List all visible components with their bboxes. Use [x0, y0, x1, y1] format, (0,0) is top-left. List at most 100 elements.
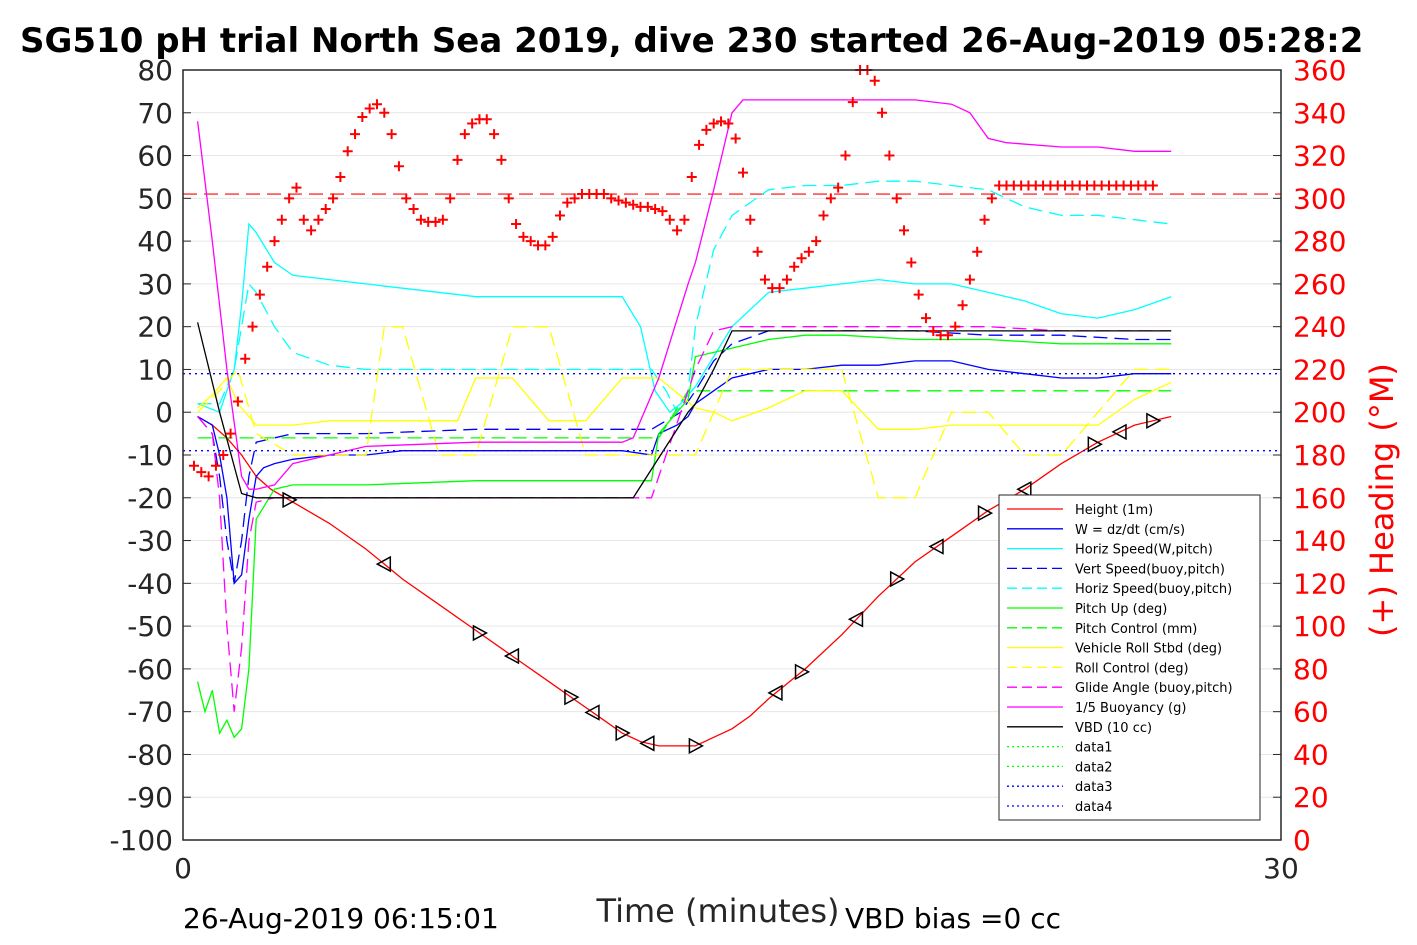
height-marker	[928, 538, 944, 555]
heading-marker	[188, 460, 199, 471]
height-marker	[564, 688, 580, 706]
heading-marker	[701, 124, 712, 135]
heading-marker	[328, 193, 339, 204]
heading-marker	[708, 118, 719, 129]
left-tick-label: 20	[137, 311, 173, 344]
heading-marker	[386, 129, 397, 140]
right-tick-label: 220	[1293, 353, 1346, 386]
legend-label: data1	[1075, 741, 1113, 756]
heading-marker	[269, 236, 280, 247]
legend-label: Glide Angle (buoy,pitch)	[1075, 681, 1233, 696]
legend-label: Vehicle Roll Stbd (deg)	[1075, 642, 1222, 657]
heading-marker	[686, 171, 697, 182]
heading-marker	[906, 257, 917, 268]
heading-marker	[342, 146, 353, 157]
heading-marker	[393, 161, 404, 172]
left-tick-label: 10	[137, 353, 173, 386]
height-marker	[794, 663, 811, 681]
heading-marker	[891, 193, 902, 204]
left-tick-label: -90	[127, 781, 173, 814]
height-marker	[1087, 436, 1103, 453]
legend-label: data3	[1075, 780, 1113, 795]
x-tick-label: 0	[174, 852, 192, 885]
footer-timestamp: 26-Aug-2019 06:15:01	[183, 902, 499, 935]
legend-label: W = dz/dt (cm/s)	[1075, 523, 1185, 538]
heading-marker	[291, 182, 302, 193]
legend-label: VBD (10 cc)	[1075, 721, 1152, 736]
heading-marker	[196, 467, 207, 478]
height-marker	[977, 504, 994, 522]
right-tick-label: 120	[1293, 567, 1346, 600]
left-tick-label: -70	[127, 696, 173, 729]
series-line	[197, 376, 1172, 430]
heading-marker	[371, 99, 382, 110]
heading-marker	[642, 201, 653, 212]
right-tick-label: 240	[1293, 311, 1346, 344]
heading-marker	[452, 154, 463, 165]
left-tick-labels: 80 70 60 50 40 30 20 10 0 -10 -20 -30 -40 -50 -60 -70 -8…	[109, 54, 191, 857]
heading-marker	[313, 214, 324, 225]
heading-marker	[606, 193, 617, 204]
left-tick-label: 70	[137, 97, 173, 130]
left-tick-label: -100	[109, 824, 173, 857]
heading-marker	[225, 428, 236, 439]
heading-marker	[262, 261, 273, 272]
heading-marker	[796, 253, 807, 264]
height-marker	[584, 704, 600, 721]
series-line	[197, 180, 1172, 414]
heading-marker	[979, 214, 990, 225]
left-tick-label: 50	[137, 182, 173, 215]
heading-marker	[503, 193, 514, 204]
heading-marker	[986, 193, 997, 204]
right-tick-label: 160	[1293, 482, 1346, 515]
heading-marker	[203, 471, 214, 482]
heading-marker	[650, 204, 661, 215]
right-tick-label: 140	[1293, 525, 1346, 558]
heading-marker	[364, 103, 375, 114]
heading-marker	[467, 118, 478, 129]
heading-marker	[613, 195, 624, 206]
height-marker	[767, 684, 783, 702]
legend-label: Height (1m)	[1075, 503, 1153, 518]
heading-marker	[320, 204, 331, 215]
heading-marker	[899, 225, 910, 236]
right-tick-labels: 3603403203002802602402202001801601401201…	[1273, 54, 1346, 857]
heading-marker	[430, 216, 441, 227]
height-marker	[282, 491, 298, 509]
right-tick-label: 0	[1293, 824, 1311, 857]
right-tick-label: 280	[1293, 225, 1346, 258]
legend-label: Vert Speed(buoy,pitch)	[1075, 562, 1225, 577]
height-marker	[847, 611, 864, 628]
heading-marker	[598, 189, 609, 200]
heading-marker	[357, 112, 368, 123]
left-tick-label: 60	[137, 140, 173, 173]
legend-label: 1/5 Buoyancy (g)	[1075, 701, 1186, 716]
heading-marker	[437, 214, 448, 225]
heading-marker	[496, 154, 507, 165]
heading-marker	[679, 214, 690, 225]
right-tick-label: 260	[1293, 268, 1346, 301]
heading-marker	[737, 167, 748, 178]
heading-marker	[774, 283, 785, 294]
series-line	[197, 326, 1172, 499]
heading-marker	[957, 300, 968, 311]
right-tick-label: 340	[1293, 97, 1346, 130]
right-tick-label: 360	[1293, 54, 1346, 87]
heading-marker	[284, 193, 295, 204]
heading-marker	[920, 313, 931, 324]
right-tick-label: 320	[1293, 140, 1346, 173]
heading-marker	[877, 107, 888, 118]
heading-marker	[518, 231, 529, 242]
heading-marker	[554, 210, 565, 221]
heading-marker	[240, 353, 251, 364]
heading-marker	[942, 330, 953, 341]
heading-marker	[664, 214, 675, 225]
series-line	[197, 360, 1172, 585]
height-marker	[889, 570, 906, 588]
heading-marker	[833, 182, 844, 193]
heading-marker	[781, 274, 792, 285]
series-line	[196, 99, 1172, 490]
heading-marker	[1147, 180, 1158, 191]
legend-label: data2	[1075, 760, 1113, 775]
